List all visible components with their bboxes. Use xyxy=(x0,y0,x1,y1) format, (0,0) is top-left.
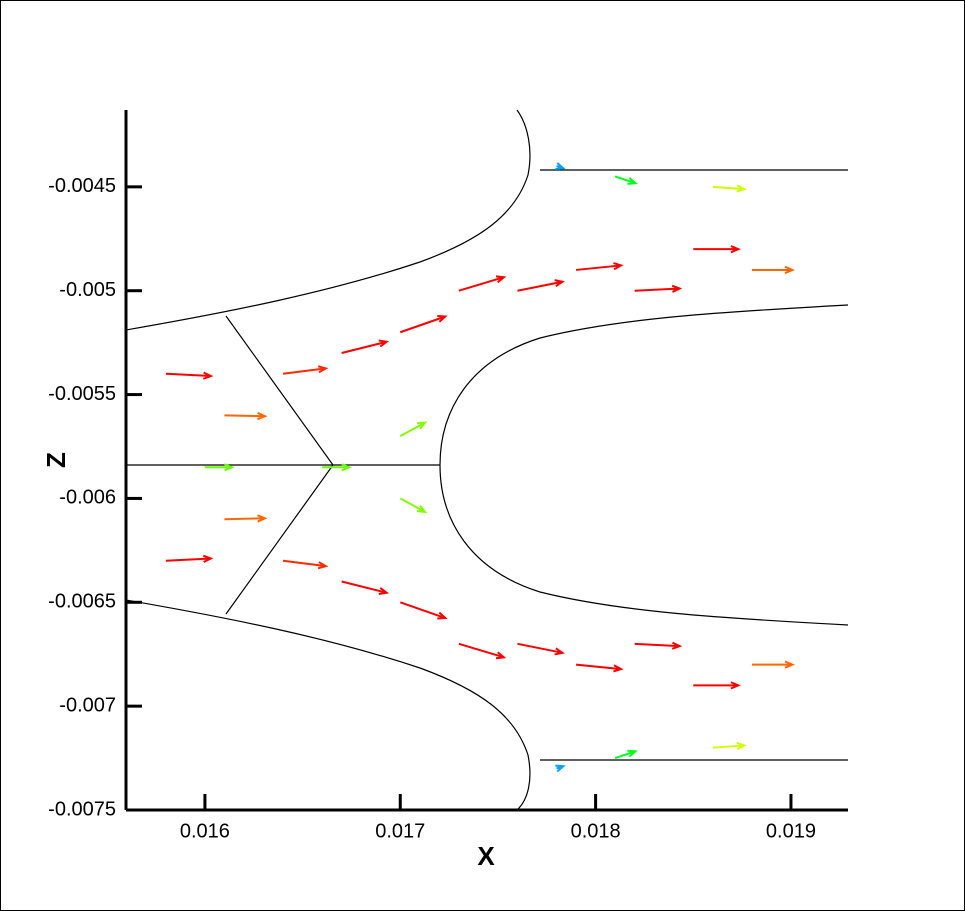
vector-arrow xyxy=(282,365,329,375)
vector-arrow xyxy=(224,412,268,421)
geometry xyxy=(125,109,849,811)
vector-arrow xyxy=(399,421,428,437)
y-tick-label: -0.006 xyxy=(59,487,116,509)
vector-arrow xyxy=(517,642,565,656)
vector-arrow xyxy=(575,262,624,271)
vector-arrow xyxy=(165,371,214,380)
vector-arrow xyxy=(712,741,747,750)
vector-arrow xyxy=(634,641,683,650)
vector-arrow xyxy=(555,162,566,170)
y-tick-label: -0.007 xyxy=(59,694,116,716)
y-tick-label: -0.0055 xyxy=(48,383,116,405)
x-axis-label: X xyxy=(477,841,495,871)
x-tick-label: 0.016 xyxy=(180,820,230,842)
vector-arrow xyxy=(751,660,795,669)
vector-arrow xyxy=(224,514,268,523)
y-tick-label: -0.0075 xyxy=(48,798,116,820)
upper-wall xyxy=(125,109,531,331)
vector-arrow xyxy=(399,601,448,620)
block-lines xyxy=(126,169,848,761)
vector-arrow xyxy=(693,245,741,254)
y-tick-label: -0.0065 xyxy=(48,591,116,613)
y-tick-label: -0.005 xyxy=(59,279,116,301)
vector-arrow xyxy=(458,275,507,292)
vector-arrow xyxy=(399,315,448,334)
vector-arrow xyxy=(341,580,390,595)
vector-arrow xyxy=(458,642,507,660)
vector-arrow xyxy=(614,749,638,760)
vector-arrow xyxy=(712,184,747,193)
vector-arrow xyxy=(282,559,329,570)
x-tick-label: 0.017 xyxy=(375,820,425,842)
y-tick-label: -0.0045 xyxy=(48,175,116,197)
y-axis-label: Z xyxy=(41,452,71,468)
vector-arrow xyxy=(322,463,352,472)
lower-wall xyxy=(125,599,531,811)
x-tick-label: 0.019 xyxy=(766,820,816,842)
vector-arrow xyxy=(204,463,235,472)
vector-arrow xyxy=(693,681,741,690)
vector-arrow xyxy=(614,175,638,185)
vector-arrow xyxy=(634,284,683,293)
vector-arrow xyxy=(575,663,624,673)
vector-arrow xyxy=(517,279,565,292)
vector-arrow xyxy=(751,265,795,274)
x-tick-label: 0.018 xyxy=(571,820,621,842)
vector-arrow xyxy=(399,497,428,514)
vector-arrow xyxy=(341,339,390,354)
vector-arrow xyxy=(165,554,214,563)
vector-arrow xyxy=(555,764,566,773)
